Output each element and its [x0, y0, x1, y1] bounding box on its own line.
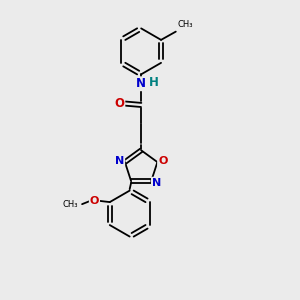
Text: N: N	[152, 178, 161, 188]
Text: CH₃: CH₃	[62, 200, 78, 209]
Text: O: O	[158, 156, 167, 166]
Text: N: N	[115, 156, 124, 166]
Text: CH₃: CH₃	[177, 20, 193, 29]
Text: N: N	[136, 77, 146, 90]
Text: O: O	[90, 196, 99, 206]
Text: H: H	[148, 76, 158, 89]
Text: O: O	[114, 97, 124, 110]
